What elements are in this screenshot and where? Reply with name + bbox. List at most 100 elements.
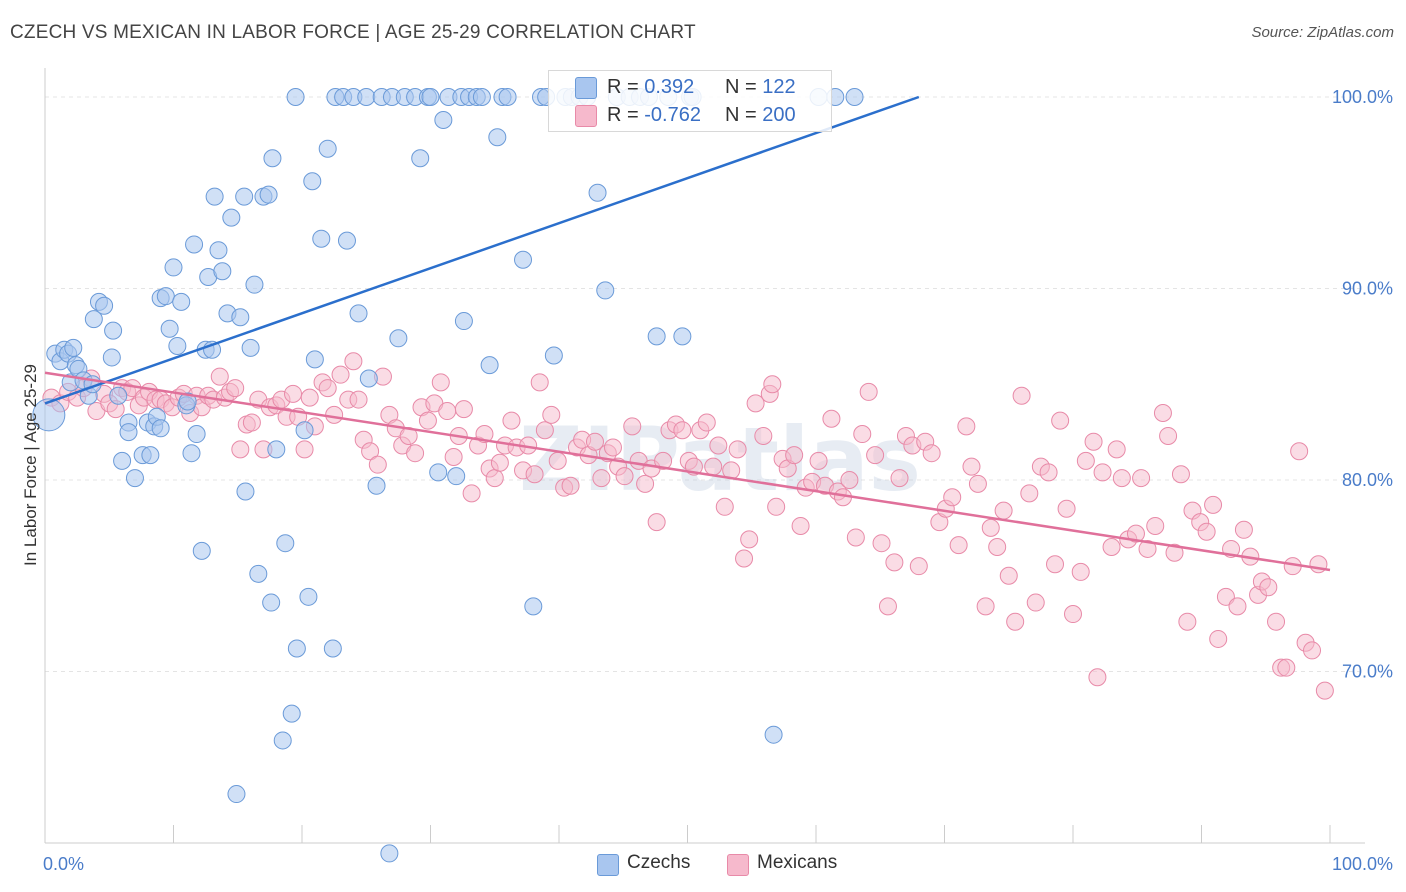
mexican-point <box>1197 522 1216 541</box>
czech-point <box>32 398 66 432</box>
y-axis-label: In Labor Force | Age 25-29 <box>21 364 40 566</box>
mexican-point <box>673 421 692 440</box>
czech-point <box>236 482 255 501</box>
mexican-point <box>1228 597 1247 616</box>
grid-lines <box>45 96 1365 672</box>
axes <box>44 68 1365 844</box>
correlation-legend: R = 0.392 N = 122 R = -0.762 N = 200 <box>548 70 832 132</box>
mexican-point <box>822 409 841 428</box>
mexican-point <box>1146 516 1165 535</box>
czech-point <box>168 336 187 355</box>
czech-point <box>151 419 170 438</box>
mexican-point <box>885 553 904 572</box>
mexican-point <box>1153 403 1172 422</box>
czech-point <box>263 149 282 168</box>
watermark: ZIPatlas <box>519 408 921 511</box>
czech-point <box>141 446 160 465</box>
czech-point <box>109 386 128 405</box>
mexicans-points <box>42 352 1334 700</box>
mexican-point <box>349 390 368 409</box>
mexican-point <box>1159 426 1178 445</box>
czech-point <box>222 208 241 227</box>
mexican-point <box>325 405 344 424</box>
czech-point <box>498 88 517 106</box>
mexican-point <box>1216 587 1235 606</box>
mexican-point <box>968 474 987 493</box>
czech-point <box>312 229 331 248</box>
mexican-point <box>1076 451 1095 470</box>
mexican-point <box>1267 612 1286 631</box>
czech-point <box>488 128 507 147</box>
mexican-point <box>344 352 363 371</box>
czech-point <box>104 321 123 340</box>
czech-point <box>276 534 295 553</box>
czech-point <box>421 88 440 106</box>
mexican-point <box>1277 658 1296 677</box>
mexican-point <box>603 438 622 457</box>
czech-point <box>323 639 342 658</box>
mexicans-legend-label: Mexicans <box>757 852 838 873</box>
mexican-point <box>1165 543 1184 562</box>
mexicans-r-value: -0.762 <box>644 104 701 126</box>
mexican-point <box>490 453 509 472</box>
czech-point <box>454 312 473 331</box>
mexican-point <box>994 501 1013 520</box>
x-tick-label: 100.0% <box>1332 854 1393 874</box>
mexican-point <box>431 373 450 392</box>
mexican-point <box>318 379 337 398</box>
mexican-point <box>1088 668 1107 687</box>
czech-point <box>287 639 306 658</box>
mexican-point <box>728 440 747 459</box>
czech-point <box>245 275 264 294</box>
mexicans-swatch <box>575 105 597 127</box>
mexican-point <box>585 432 604 451</box>
czech-point <box>286 88 305 106</box>
mexican-point <box>740 530 759 549</box>
mexican-point <box>922 444 941 463</box>
mexican-point <box>647 513 666 532</box>
czechs-n-label: N = <box>725 76 757 98</box>
mexican-point <box>866 446 885 465</box>
czech-point <box>596 281 615 300</box>
mexican-point <box>840 471 859 489</box>
mexican-point <box>1315 681 1334 700</box>
czech-point <box>411 149 430 168</box>
czech-point <box>337 231 356 250</box>
trend-lines <box>44 95 1331 572</box>
mexican-point <box>1102 538 1121 557</box>
czech-point <box>241 338 260 357</box>
czech-point <box>235 187 254 206</box>
mexican-point <box>709 436 728 455</box>
mexican-point <box>561 476 580 495</box>
mexican-point <box>878 597 897 616</box>
mexican-point <box>462 484 481 503</box>
mexican-point <box>890 469 909 488</box>
mexican-point <box>361 442 380 461</box>
mexicans-n-value: 200 <box>762 104 796 126</box>
mexican-point <box>809 451 828 470</box>
mexicans-trend-line <box>44 371 1331 572</box>
mexican-point <box>988 538 1007 557</box>
mexicans-n-label: N = <box>725 104 757 126</box>
mexican-point <box>300 388 319 407</box>
mexican-point <box>846 528 865 547</box>
mexican-point <box>735 549 754 568</box>
mexican-point <box>754 426 773 445</box>
mexican-point <box>406 444 425 463</box>
mexican-point <box>999 566 1018 585</box>
czech-point <box>845 88 864 106</box>
mexican-point <box>295 440 314 459</box>
czech-point <box>447 467 466 486</box>
tick-labels: 70.0% 80.0% 90.0% 100.0% 0.0% 100.0% <box>43 87 1393 874</box>
mexican-point <box>592 469 611 488</box>
mexican-point <box>785 446 804 465</box>
czech-point <box>259 185 278 204</box>
czech-point <box>156 287 175 306</box>
mexican-point <box>1071 562 1090 581</box>
mexican-point <box>763 375 782 394</box>
mexican-point <box>210 367 229 386</box>
mexican-point <box>1020 484 1039 503</box>
czech-point <box>182 444 201 463</box>
mexican-point <box>368 455 387 474</box>
czech-point <box>305 350 324 369</box>
